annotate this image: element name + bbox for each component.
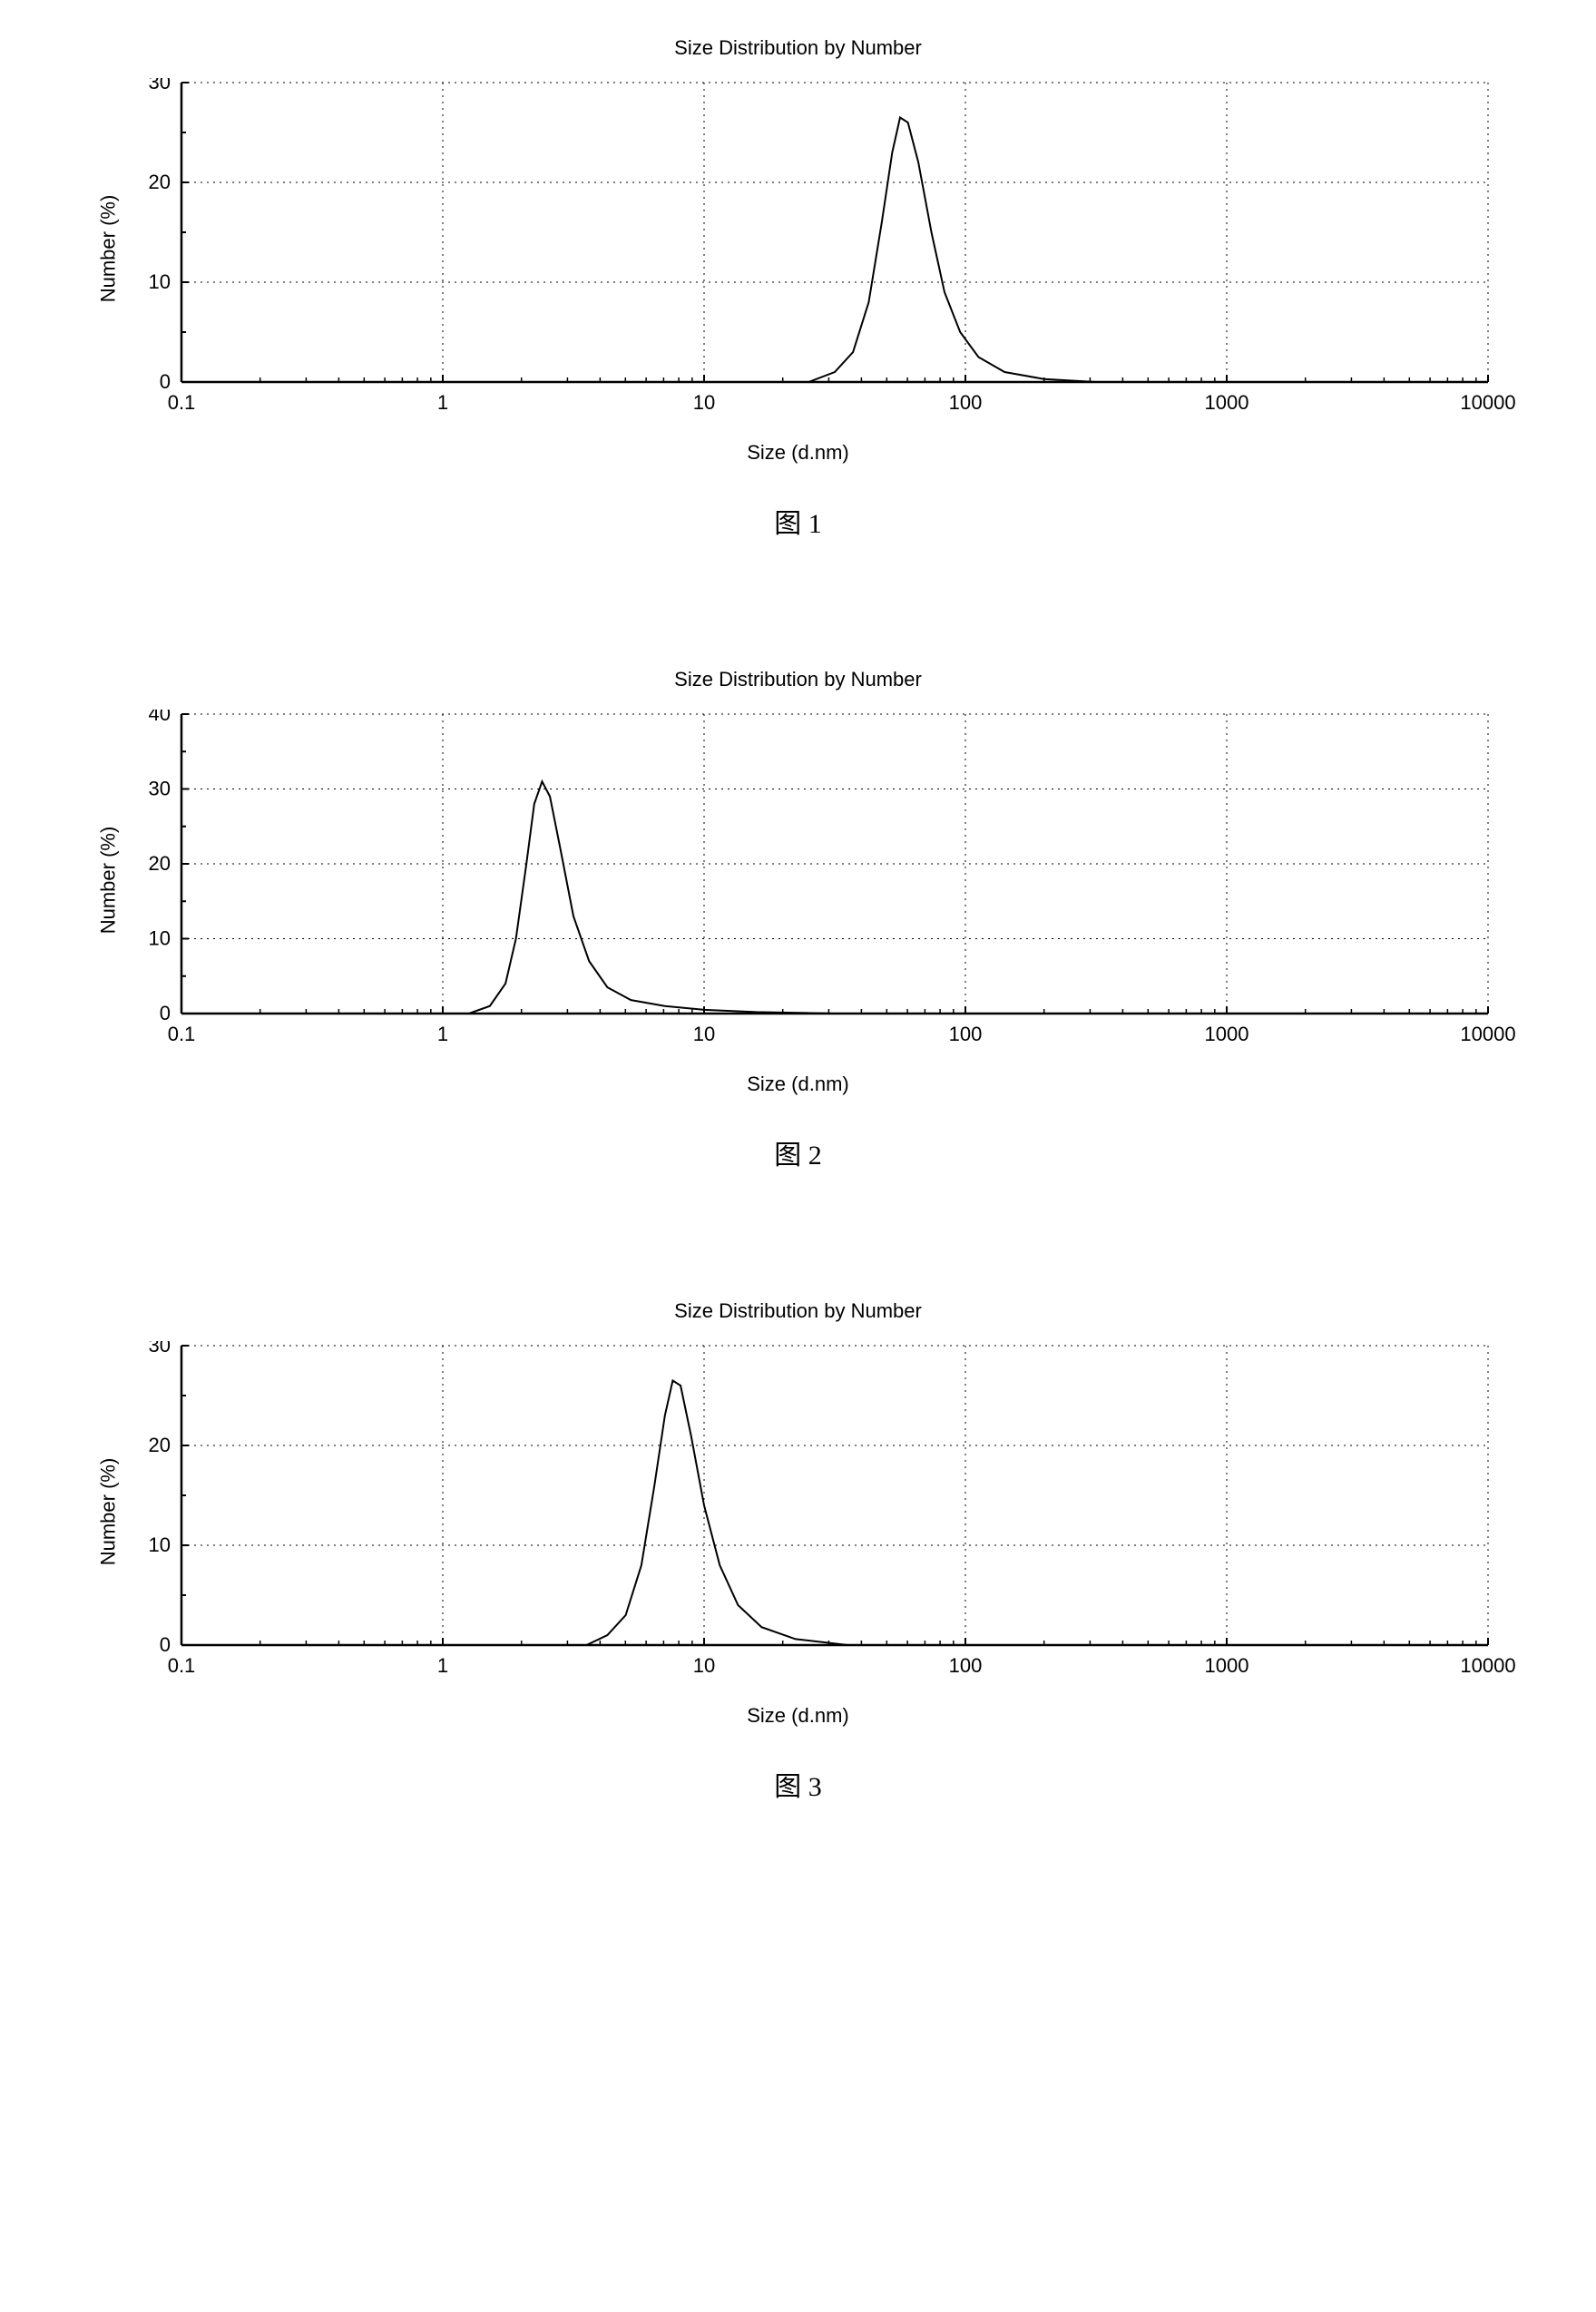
svg-text:30: 30 (148, 78, 170, 93)
svg-text:40: 40 (148, 710, 170, 725)
svg-text:10: 10 (692, 391, 714, 414)
svg-text:10000: 10000 (1460, 391, 1515, 414)
chart-xlabel: Size (d.nm) (82, 1704, 1515, 1728)
svg-text:30: 30 (148, 778, 170, 800)
chart-caption: 图 2 (73, 1132, 1523, 1172)
svg-text:100: 100 (948, 391, 982, 414)
chart-svg-1: 0 10 20 30 40 0.1 1 10 100 1000 10000 (82, 710, 1515, 1063)
chart-ylabel: Number (%) (96, 195, 120, 303)
svg-text:30: 30 (148, 1341, 170, 1357)
chart-block-1: Size Distribution by Number Number (%) 0… (73, 668, 1523, 1172)
svg-text:1000: 1000 (1204, 391, 1248, 414)
chart-title: Size Distribution by Number (73, 36, 1523, 60)
svg-text:1: 1 (436, 1023, 447, 1045)
svg-text:10: 10 (692, 1654, 714, 1677)
svg-text:0.1: 0.1 (167, 391, 195, 414)
chart-xlabel: Size (d.nm) (82, 441, 1515, 465)
svg-text:10: 10 (148, 927, 170, 950)
svg-text:0: 0 (159, 1002, 170, 1024)
svg-text:10000: 10000 (1460, 1023, 1515, 1045)
chart-svg-2: 0 10 20 30 0.1 1 10 100 1000 10000 (82, 1341, 1515, 1695)
svg-text:100: 100 (948, 1654, 982, 1677)
svg-text:20: 20 (148, 852, 170, 875)
chart-ylabel: Number (%) (96, 1458, 120, 1566)
chart-block-2: Size Distribution by Number Number (%) 0… (73, 1299, 1523, 1804)
svg-text:0.1: 0.1 (167, 1023, 195, 1045)
svg-text:1: 1 (436, 391, 447, 414)
svg-text:1000: 1000 (1204, 1654, 1248, 1677)
svg-text:0: 0 (159, 370, 170, 393)
chart-area: Number (%) 0 10 20 30 0.1 1 10 100 1000 10000 Siz… (82, 78, 1515, 465)
chart-caption: 图 3 (73, 1764, 1523, 1804)
chart-area: Number (%) 0 10 20 30 0.1 1 10 100 1000 10000 Siz… (82, 1341, 1515, 1728)
svg-text:0.1: 0.1 (167, 1654, 195, 1677)
chart-block-0: Size Distribution by Number Number (%) 0… (73, 36, 1523, 541)
chart-svg-0: 0 10 20 30 0.1 1 10 100 1000 10000 (82, 78, 1515, 432)
chart-xlabel: Size (d.nm) (82, 1073, 1515, 1096)
svg-text:10000: 10000 (1460, 1654, 1515, 1677)
chart-title: Size Distribution by Number (73, 1299, 1523, 1323)
svg-text:1: 1 (436, 1654, 447, 1677)
svg-text:10: 10 (692, 1023, 714, 1045)
svg-text:0: 0 (159, 1633, 170, 1656)
chart-title: Size Distribution by Number (73, 668, 1523, 691)
svg-text:10: 10 (148, 270, 170, 293)
svg-text:20: 20 (148, 171, 170, 193)
svg-text:20: 20 (148, 1434, 170, 1456)
chart-ylabel: Number (%) (96, 827, 120, 935)
chart-area: Number (%) 0 10 20 30 40 0.1 1 10 100 1000 10000 S… (82, 710, 1515, 1096)
svg-text:10: 10 (148, 1533, 170, 1556)
svg-text:100: 100 (948, 1023, 982, 1045)
svg-text:1000: 1000 (1204, 1023, 1248, 1045)
chart-caption: 图 1 (73, 501, 1523, 541)
